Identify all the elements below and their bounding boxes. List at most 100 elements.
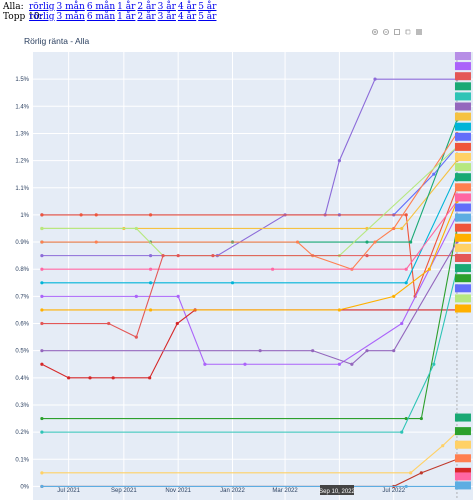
data-point[interactable] (176, 322, 179, 325)
data-point[interactable] (149, 308, 152, 311)
data-point[interactable] (149, 281, 152, 284)
data-point[interactable] (79, 213, 82, 216)
data-point[interactable] (135, 227, 138, 230)
nav-link[interactable]: 3 mån (57, 12, 85, 22)
hover-label-swatch (455, 305, 471, 313)
data-point[interactable] (40, 322, 43, 325)
data-point[interactable] (373, 240, 376, 243)
nav-link[interactable]: 3 år (158, 12, 176, 22)
nav-link[interactable]: 1 år (117, 2, 135, 12)
data-point[interactable] (67, 376, 70, 379)
data-point[interactable] (311, 349, 314, 352)
data-point[interactable] (259, 349, 262, 352)
data-point[interactable] (135, 295, 138, 298)
data-point[interactable] (40, 471, 43, 474)
data-point[interactable] (428, 268, 431, 271)
data-point[interactable] (271, 268, 274, 271)
data-point[interactable] (40, 240, 43, 243)
data-point[interactable] (40, 213, 43, 216)
data-point[interactable] (40, 268, 43, 271)
data-point[interactable] (365, 240, 368, 243)
data-point[interactable] (338, 159, 341, 162)
data-point[interactable] (149, 268, 152, 271)
data-point[interactable] (135, 335, 138, 338)
data-point[interactable] (148, 376, 151, 379)
nav-link[interactable]: 2 år (137, 12, 155, 22)
data-point[interactable] (338, 308, 341, 311)
data-point[interactable] (177, 254, 180, 257)
data-point[interactable] (40, 431, 43, 434)
data-point[interactable] (40, 281, 43, 284)
data-point[interactable] (405, 281, 408, 284)
plot-area[interactable] (33, 52, 473, 500)
data-point[interactable] (409, 240, 412, 243)
nav-link[interactable]: 5 år (198, 2, 216, 12)
data-point[interactable] (405, 485, 408, 488)
data-point[interactable] (432, 363, 435, 366)
data-point[interactable] (400, 227, 403, 230)
data-point[interactable] (161, 254, 164, 257)
data-point[interactable] (95, 213, 98, 216)
nav-link[interactable]: 2 år (137, 2, 155, 12)
data-point[interactable] (40, 227, 43, 230)
data-point[interactable] (40, 254, 43, 257)
data-point[interactable] (95, 240, 98, 243)
nav-link[interactable]: rörlig (29, 12, 55, 22)
data-point[interactable] (400, 431, 403, 434)
data-point[interactable] (365, 254, 368, 257)
data-point[interactable] (392, 295, 395, 298)
data-point[interactable] (392, 349, 395, 352)
data-point[interactable] (40, 363, 43, 366)
hover-label-swatch (455, 183, 471, 191)
data-point[interactable] (373, 78, 376, 81)
rate-chart: Rörlig ränta - Alla 0%0.1%0.2%0.3%0.4%0.… (0, 24, 473, 500)
data-point[interactable] (392, 227, 395, 230)
nav-link[interactable]: 3 år (158, 2, 176, 12)
data-point[interactable] (149, 213, 152, 216)
data-point[interactable] (409, 471, 412, 474)
data-point[interactable] (432, 173, 435, 176)
data-point[interactable] (296, 240, 299, 243)
data-point[interactable] (405, 268, 408, 271)
data-point[interactable] (338, 363, 341, 366)
hover-label: Nordax Bank AB (publ) (1.2%) (455, 123, 473, 132)
nav-link[interactable]: 3 mån (57, 2, 85, 12)
data-point[interactable] (203, 363, 206, 366)
data-point[interactable] (107, 322, 110, 325)
nav-link[interactable]: 4 år (178, 12, 196, 22)
data-point[interactable] (400, 322, 403, 325)
data-point[interactable] (112, 376, 115, 379)
data-point[interactable] (211, 254, 214, 257)
data-point[interactable] (365, 349, 368, 352)
data-point[interactable] (88, 376, 91, 379)
data-point[interactable] (177, 295, 180, 298)
zoom-in-icon[interactable] (372, 29, 377, 34)
data-point[interactable] (40, 308, 43, 311)
x-tick-label: Nov 2021 (165, 488, 191, 494)
data-point[interactable] (40, 485, 43, 488)
nav-link[interactable]: 6 mån (87, 12, 115, 22)
nav-link[interactable]: 5 år (198, 12, 216, 22)
reset-axes-icon[interactable] (406, 30, 410, 34)
data-point[interactable] (420, 471, 423, 474)
data-point[interactable] (149, 254, 152, 257)
plotly-logo-icon[interactable] (416, 29, 422, 35)
nav-link[interactable]: rörlig (29, 2, 55, 12)
zoom-out-icon[interactable] (383, 29, 388, 34)
data-point[interactable] (420, 417, 423, 420)
autoscale-icon[interactable] (395, 30, 400, 35)
data-point[interactable] (405, 213, 408, 216)
data-point[interactable] (243, 363, 246, 366)
nav-link[interactable]: 6 mån (87, 2, 115, 12)
nav-link[interactable]: 1 år (117, 12, 135, 22)
nav-link[interactable]: 4 år (178, 2, 196, 12)
data-point[interactable] (40, 417, 43, 420)
hover-label-swatch (455, 52, 471, 60)
data-point[interactable] (441, 444, 444, 447)
data-point[interactable] (40, 295, 43, 298)
data-point[interactable] (231, 281, 234, 284)
data-point[interactable] (40, 349, 43, 352)
data-point[interactable] (350, 363, 353, 366)
